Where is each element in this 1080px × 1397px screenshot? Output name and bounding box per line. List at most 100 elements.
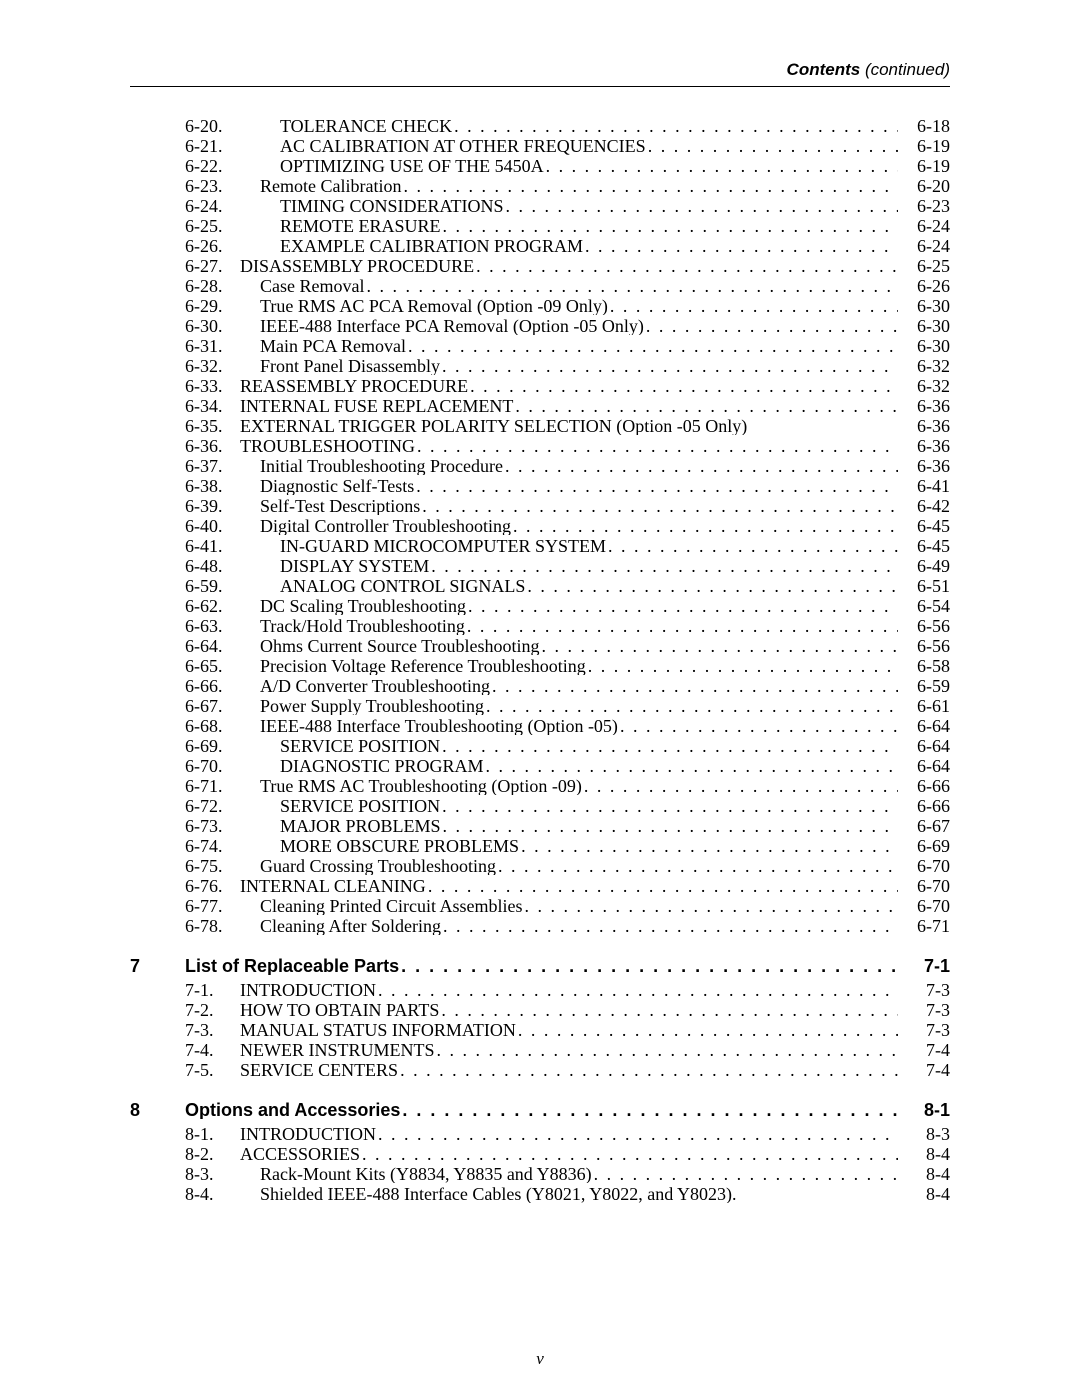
leader-dots: . . . . . . . . . . . . . . . . . . . . … (422, 497, 898, 515)
page-ref: 6-36 (902, 417, 950, 435)
section-title: TROUBLESHOOTING (240, 437, 415, 455)
chapter-heading: 8Options and Accessories. . . . . . . . … (130, 1101, 950, 1119)
toc-entry: 6-72.SERVICE POSITION. . . . . . . . . .… (130, 797, 950, 815)
toc-entry: 7-3.MANUAL STATUS INFORMATION. . . . . .… (130, 1021, 950, 1039)
section-title: Cleaning After Soldering (260, 917, 441, 935)
section-number: 6-75. (185, 857, 240, 875)
section-number: 6-26. (185, 237, 240, 255)
page-ref: 7-4 (902, 1061, 950, 1079)
page: Contents (continued) 6-20.TOLERANCE CHEC… (0, 0, 1080, 1397)
toc-entry-line: Precision Voltage Reference Troubleshoot… (240, 657, 902, 675)
section-number: 6-68. (185, 717, 240, 735)
toc-entry-line: REMOTE ERASURE. . . . . . . . . . . . . … (240, 217, 902, 235)
leader-dots: . . . . . . . . . . . . . . . . . . . . … (443, 217, 898, 235)
section-number: 6-59. (185, 577, 240, 595)
page-number: v (0, 1349, 1080, 1369)
section-title: Main PCA Removal (260, 337, 406, 355)
leader-dots: . . . . . . . . . . . . . . . . . . . . … (498, 857, 898, 875)
toc-entry: 6-64.Ohms Current Source Troubleshooting… (130, 637, 950, 655)
section-title: SERVICE POSITION (280, 737, 440, 755)
section-number: 7-3. (185, 1021, 240, 1039)
page-ref: 6-36 (902, 457, 950, 475)
leader-dots: . . . . . . . . . . . . . . . . . . . . … (443, 817, 898, 835)
leader-dots: . . . . . . . . . . . . . . . . . . . . … (441, 1001, 898, 1019)
page-ref: 6-69 (902, 837, 950, 855)
toc-entry: 6-78.Cleaning After Soldering. . . . . .… (130, 917, 950, 935)
section-number: 7-5. (185, 1061, 240, 1079)
section-number: 6-71. (185, 777, 240, 795)
leader-dots: . . . . . . . . . . . . . . . . . . . . … (403, 177, 898, 195)
section-title: HOW TO OBTAIN PARTS (240, 1001, 439, 1019)
toc-entry: 6-25.REMOTE ERASURE. . . . . . . . . . .… (130, 217, 950, 235)
toc-entry-line: Remote Calibration. . . . . . . . . . . … (240, 177, 902, 195)
toc-entry: 6-69.SERVICE POSITION. . . . . . . . . .… (130, 737, 950, 755)
toc-entry-line: IN-GUARD MICROCOMPUTER SYSTEM. . . . . .… (240, 537, 902, 555)
toc-entry: 6-35.EXTERNAL TRIGGER POLARITY SELECTION… (130, 417, 950, 435)
chapter-title: List of Replaceable Parts (185, 957, 399, 975)
leader-dots: . . . . . . . . . . . . . . . . . . . . … (486, 757, 898, 775)
section-title: AC CALIBRATION AT OTHER FREQUENCIES (280, 137, 646, 155)
leader-dots: . . . . . . . . . . . . . . . . . . . . … (467, 617, 898, 635)
page-ref: 6-64 (902, 717, 950, 735)
toc-entry: 6-34.INTERNAL FUSE REPLACEMENT. . . . . … (130, 397, 950, 415)
toc-entry: 6-24.TIMING CONSIDERATIONS. . . . . . . … (130, 197, 950, 215)
section-number: 6-73. (185, 817, 240, 835)
section-number: 6-77. (185, 897, 240, 915)
page-ref: 6-24 (902, 217, 950, 235)
toc-entry-line: Ohms Current Source Troubleshooting. . .… (240, 637, 902, 655)
page-ref: 6-67 (902, 817, 950, 835)
section-number: 6-31. (185, 337, 240, 355)
page-ref: 6-25 (902, 257, 950, 275)
leader-dots: . . . . . . . . . . . . . . . . . . . . … (513, 517, 898, 535)
page-ref: 6-66 (902, 777, 950, 795)
toc-entry: 6-20.TOLERANCE CHECK. . . . . . . . . . … (130, 117, 950, 135)
section-title: Rack-Mount Kits (Y8834, Y8835 and Y8836) (260, 1165, 592, 1183)
toc-entry-line: Rack-Mount Kits (Y8834, Y8835 and Y8836)… (240, 1165, 902, 1183)
page-ref: 6-70 (902, 857, 950, 875)
section-number: 6-74. (185, 837, 240, 855)
section-number: 6-69. (185, 737, 240, 755)
section-title: SERVICE CENTERS (240, 1061, 398, 1079)
toc-entry: 8-4.Shielded IEEE-488 Interface Cables (… (130, 1185, 950, 1203)
section-number: 6-29. (185, 297, 240, 315)
leader-dots: . . . . . . . . . . . . . . . . . . . . … (428, 877, 898, 895)
leader-dots: . . . . . . . . . . . . . . . . . . . . … (417, 437, 898, 455)
toc-entry-line: IEEE-488 Interface Troubleshooting (Opti… (240, 717, 902, 735)
chapter-heading: 7List of Replaceable Parts. . . . . . . … (130, 957, 950, 975)
section-number: 6-48. (185, 557, 240, 575)
page-ref: 6-56 (902, 617, 950, 635)
section-title: DIAGNOSTIC PROGRAM (280, 757, 484, 775)
section-title: OPTIMIZING USE OF THE 5450A (280, 157, 544, 175)
page-ref: 8-3 (902, 1125, 950, 1143)
toc-entry-line: MORE OBSCURE PROBLEMS. . . . . . . . . .… (240, 837, 902, 855)
leader-dots: . . . . . . . . . . . . . . . . . . . . … (515, 397, 898, 415)
toc-entry: 6-29. True RMS AC PCA Removal (Option -09… (130, 297, 950, 315)
section-number: 8-2. (185, 1145, 240, 1163)
toc-entry-line: Cleaning Printed Circuit Assemblies. . .… (240, 897, 902, 915)
toc-entry: 8-1.INTRODUCTION. . . . . . . . . . . . … (130, 1125, 950, 1143)
toc-entry: 6-40.Digital Controller Troubleshooting.… (130, 517, 950, 535)
page-ref: 8-1 (902, 1101, 950, 1119)
toc-entry-line: IEEE-488 Interface PCA Removal (Option -… (240, 317, 902, 335)
toc-entry-line: Initial Troubleshooting Procedure. . . .… (240, 457, 902, 475)
page-ref: 6-24 (902, 237, 950, 255)
section-title: REMOTE ERASURE (280, 217, 441, 235)
toc-entry-line: DISPLAY SYSTEM. . . . . . . . . . . . . … (240, 557, 902, 575)
leader-dots: . . . . . . . . . . . . . . . . . . . . … (608, 537, 898, 555)
section-title: True RMS AC PCA Removal (Option -09 Only… (260, 297, 608, 315)
section-title: Precision Voltage Reference Troubleshoot… (260, 657, 586, 675)
page-ref: 6-36 (902, 437, 950, 455)
leader-dots: . . . . . . . . . . . . . . . . . . . . … (505, 457, 898, 475)
leader-dots: . . . . . . . . . . . . . . . . . . . . … (492, 677, 898, 695)
section-title: Initial Troubleshooting Procedure (260, 457, 503, 475)
leader-dots: . . . . . . . . . . . . . . . . . . . . … (620, 717, 898, 735)
section-title: TIMING CONSIDERATIONS (280, 197, 504, 215)
toc-entry-line: INTRODUCTION. . . . . . . . . . . . . . … (240, 981, 902, 999)
toc-entry: 6-37.Initial Troubleshooting Procedure. … (130, 457, 950, 475)
toc-entry-line: SERVICE POSITION. . . . . . . . . . . . … (240, 797, 902, 815)
page-ref: 6-19 (902, 137, 950, 155)
page-ref: 6-70 (902, 897, 950, 915)
page-ref: 6-32 (902, 377, 950, 395)
section-title: MAJOR PROBLEMS (280, 817, 441, 835)
section-title: INTRODUCTION (240, 981, 376, 999)
